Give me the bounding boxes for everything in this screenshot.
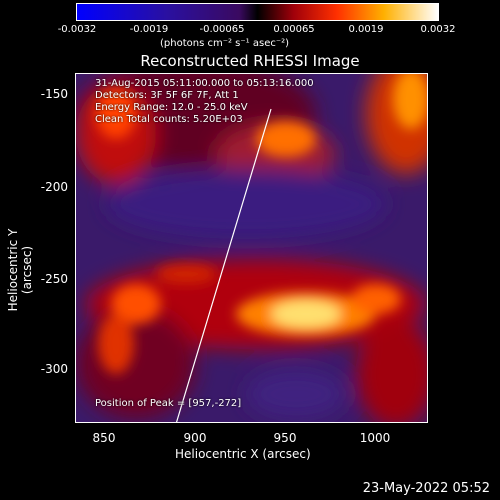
x-axis-label: Heliocentric X (arcsec) bbox=[175, 447, 311, 461]
info-energy-range: Energy Range: 12.0 - 25.0 keV bbox=[95, 102, 248, 113]
colorbar-unit: (photons cm⁻² s⁻¹ asec⁻²) bbox=[160, 38, 290, 49]
info-time-range: 31-Aug-2015 05:11:00.000 to 05:13:16.000 bbox=[95, 78, 314, 89]
colorbar-tick: -0.00065 bbox=[199, 24, 245, 35]
colorbar bbox=[76, 3, 439, 21]
info-clean-counts: Clean Total counts: 5.20E+03 bbox=[95, 114, 243, 125]
y-tick: -250 bbox=[40, 272, 68, 286]
x-tick: 950 bbox=[273, 431, 297, 445]
x-tick: 1000 bbox=[359, 431, 391, 445]
rhessi-image bbox=[75, 73, 428, 423]
y-tick: -150 bbox=[40, 87, 68, 101]
y-axis-label: Heliocentric Y (arcsec) bbox=[6, 228, 34, 312]
image-canvas bbox=[76, 74, 427, 422]
colorbar-tick: -0.0019 bbox=[129, 24, 169, 35]
x-tick: 850 bbox=[92, 431, 116, 445]
y-tick: -300 bbox=[40, 362, 68, 376]
plot-title: Reconstructed RHESSI Image bbox=[140, 52, 360, 70]
colorbar-tick: 0.00065 bbox=[273, 24, 315, 35]
colorbar-tick: 0.0032 bbox=[420, 24, 456, 35]
timestamp: 23-May-2022 05:52 bbox=[362, 481, 490, 496]
y-tick: -200 bbox=[40, 180, 68, 194]
info-detectors: Detectors: 3F 5F 6F 7F, Att 1 bbox=[95, 90, 239, 101]
x-tick: 900 bbox=[183, 431, 207, 445]
limb-line bbox=[175, 108, 272, 422]
peak-position: Position of Peak = [957,-272] bbox=[95, 398, 242, 409]
colorbar-tick: 0.0019 bbox=[348, 24, 384, 35]
colorbar-tick: -0.0032 bbox=[57, 24, 97, 35]
